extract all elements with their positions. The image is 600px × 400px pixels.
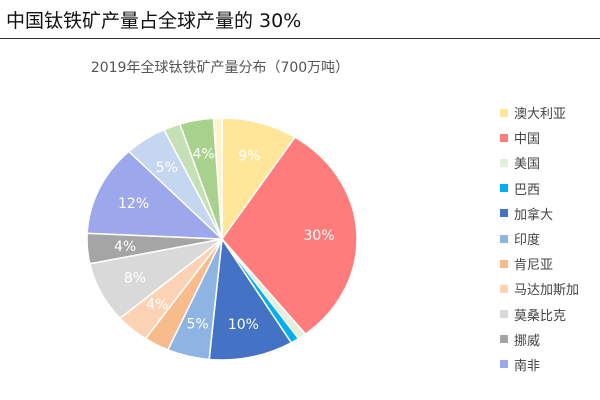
legend-item: 巴西: [500, 176, 579, 201]
legend-label: 莫桑比克: [514, 308, 567, 324]
legend-item: 澳大利亚: [500, 100, 579, 125]
legend-label: 加拿大: [514, 207, 554, 223]
data-label: 9%: [238, 148, 260, 164]
pie-slice: [221, 136, 358, 336]
legend-swatch: [500, 108, 508, 117]
legend-swatch: [500, 259, 508, 268]
data-label: 5%: [186, 316, 208, 332]
legend-swatch: [500, 335, 508, 344]
data-label: 8%: [124, 271, 146, 287]
legend-label: 中国: [514, 132, 541, 148]
legend-label: 巴西: [514, 182, 541, 198]
legend-item: 印度: [500, 226, 579, 251]
legend-item: 莫桑比克: [500, 302, 579, 327]
data-label: 10%: [228, 317, 259, 333]
legend-label: 肯尼亚: [514, 258, 554, 274]
legend-item: 马达加斯加: [500, 276, 579, 301]
legend-label: 马达加斯加: [514, 283, 580, 299]
legend-label: 南非: [514, 358, 541, 374]
legend-label: 澳大利亚: [514, 107, 567, 123]
pie-slice: [212, 117, 223, 240]
legend-item: 加拿大: [500, 201, 579, 226]
page-title: 中国钛铁矿产量占全球产量的 30%: [6, 10, 302, 32]
legend-swatch: [500, 310, 508, 319]
legend-item: 美国: [500, 150, 579, 175]
legend-swatch: [500, 234, 508, 243]
legend-swatch: [500, 284, 508, 293]
legend-label: 美国: [514, 157, 541, 173]
pie-slice: [86, 150, 224, 240]
legend-item: 挪威: [500, 327, 579, 352]
data-label: 4%: [114, 239, 136, 255]
legend-swatch: [500, 209, 508, 218]
legend-swatch: [500, 184, 508, 193]
divider: [0, 38, 600, 39]
legend-item: 肯尼亚: [500, 251, 579, 276]
legend-item: 南非: [500, 352, 579, 377]
data-label: 5%: [156, 160, 178, 176]
pie-slice: [208, 236, 293, 361]
data-label: 4%: [146, 297, 168, 313]
legend-swatch: [500, 133, 508, 142]
data-label: 4%: [192, 146, 214, 162]
legend-item: 中国: [500, 125, 579, 150]
legend-label: 印度: [514, 233, 541, 249]
legend: 澳大利亚中国美国巴西加拿大印度肯尼亚马达加斯加莫桑比克挪威南非: [500, 100, 579, 377]
legend-label: 挪威: [514, 333, 541, 349]
legend-swatch: [500, 360, 508, 369]
legend-swatch: [500, 158, 508, 167]
chart-title: 2019年全球钛铁矿产量分布（700万吨）: [90, 60, 350, 76]
data-label: 30%: [304, 228, 335, 244]
data-label: 12%: [118, 196, 149, 212]
